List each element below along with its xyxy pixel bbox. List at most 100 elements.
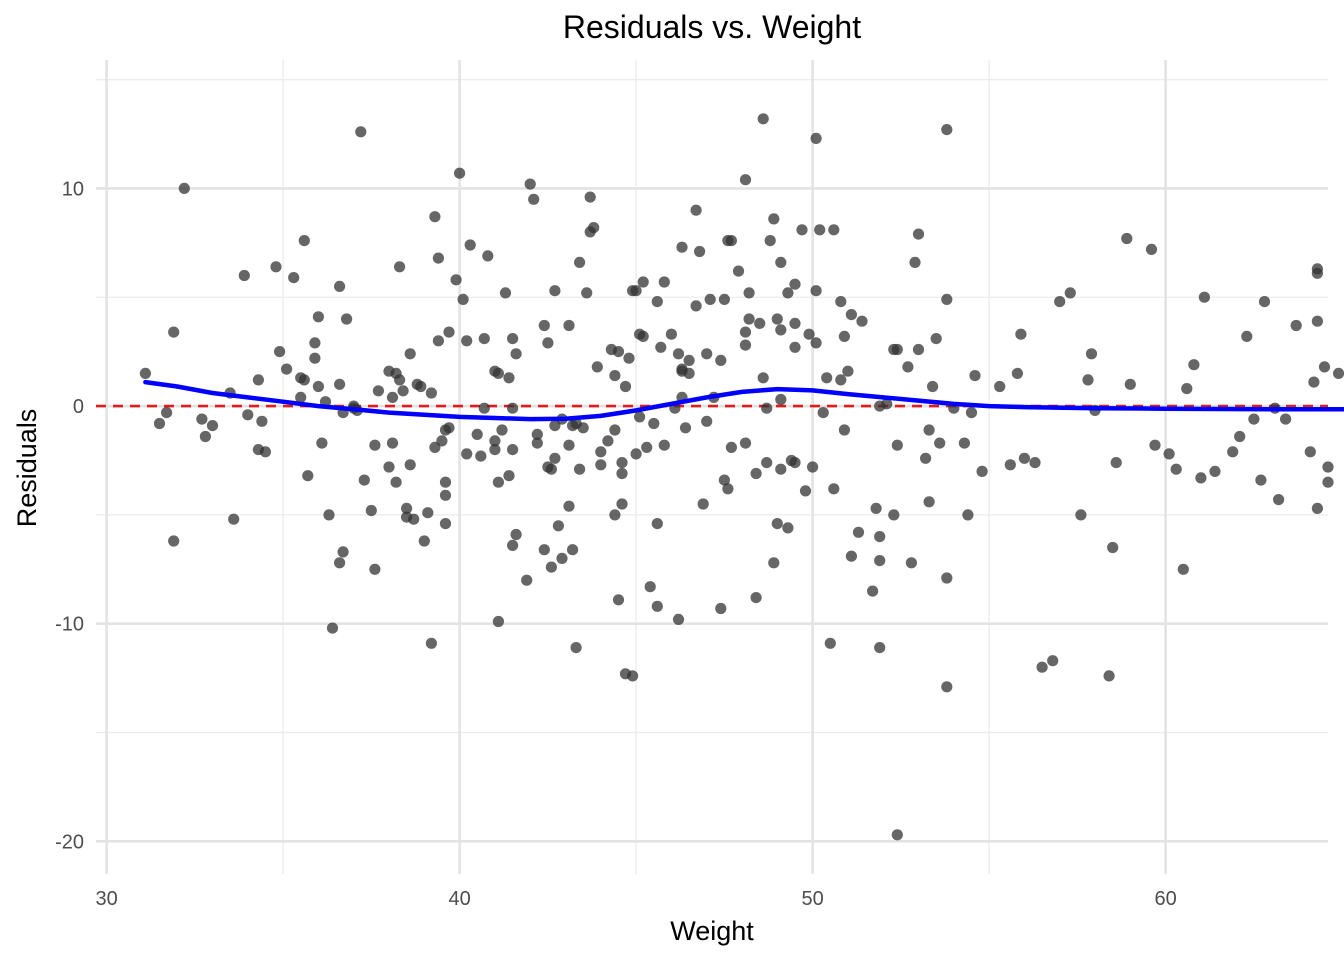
data-point bbox=[976, 465, 988, 477]
data-point bbox=[775, 463, 787, 475]
data-point bbox=[958, 437, 971, 449]
data-point bbox=[852, 526, 865, 538]
data-point bbox=[298, 374, 310, 386]
data-point bbox=[334, 557, 346, 569]
data-point bbox=[782, 287, 794, 299]
data-point bbox=[252, 374, 264, 386]
data-point bbox=[168, 326, 180, 338]
data-point bbox=[443, 422, 455, 434]
data-point bbox=[298, 235, 310, 247]
grid bbox=[96, 60, 1328, 874]
data-point bbox=[838, 330, 851, 342]
data-point bbox=[602, 435, 614, 447]
data-point bbox=[574, 463, 586, 475]
data-point bbox=[835, 296, 847, 308]
data-point bbox=[616, 467, 628, 480]
data-point bbox=[874, 555, 886, 567]
data-point bbox=[302, 470, 314, 482]
data-point bbox=[941, 681, 953, 693]
data-point bbox=[725, 235, 738, 247]
data-point bbox=[775, 393, 787, 406]
data-point bbox=[754, 317, 766, 329]
chart-title: Residuals vs. Weight bbox=[563, 9, 861, 45]
data-point bbox=[1322, 461, 1334, 473]
data-point bbox=[386, 391, 399, 403]
data-point bbox=[655, 341, 667, 353]
data-point bbox=[1198, 291, 1210, 303]
data-point bbox=[927, 380, 939, 393]
data-point bbox=[1333, 367, 1344, 379]
data-point bbox=[941, 572, 953, 584]
data-point bbox=[464, 239, 476, 251]
data-point bbox=[139, 367, 151, 379]
data-point bbox=[1103, 670, 1115, 682]
data-point bbox=[503, 372, 515, 384]
data-point bbox=[556, 552, 568, 565]
data-point bbox=[835, 374, 847, 386]
data-point bbox=[817, 407, 829, 419]
data-point bbox=[506, 444, 519, 456]
data-point bbox=[595, 459, 607, 471]
data-point bbox=[715, 602, 727, 615]
data-point bbox=[506, 402, 519, 414]
data-point bbox=[489, 444, 501, 456]
data-point bbox=[1145, 243, 1158, 255]
data-point bbox=[274, 346, 286, 358]
data-point bbox=[803, 328, 815, 340]
data-point bbox=[867, 585, 879, 597]
data-point bbox=[789, 457, 801, 469]
data-point bbox=[757, 372, 769, 384]
data-point bbox=[506, 539, 519, 552]
y-tick-label: -20 bbox=[55, 831, 84, 853]
data-point bbox=[905, 557, 918, 569]
y-tick-label: -10 bbox=[55, 614, 84, 636]
data-point bbox=[521, 574, 533, 586]
data-point bbox=[549, 452, 561, 464]
data-point bbox=[764, 235, 776, 247]
data-point bbox=[697, 498, 709, 510]
data-point bbox=[796, 224, 808, 236]
data-point bbox=[1227, 446, 1239, 458]
data-point bbox=[1318, 361, 1331, 373]
data-point bbox=[577, 422, 589, 434]
data-point bbox=[619, 380, 632, 393]
data-point bbox=[369, 563, 381, 575]
data-point bbox=[415, 380, 427, 393]
data-point bbox=[574, 256, 586, 268]
data-point bbox=[168, 535, 180, 547]
data-point bbox=[715, 354, 727, 366]
data-point bbox=[941, 293, 953, 305]
data-point bbox=[630, 285, 642, 297]
data-point bbox=[1064, 287, 1076, 299]
x-axis-label: Weight bbox=[670, 916, 754, 946]
data-point bbox=[475, 450, 487, 462]
data-point bbox=[679, 422, 692, 434]
data-points bbox=[139, 113, 1344, 841]
data-point bbox=[506, 333, 519, 345]
data-point bbox=[524, 178, 536, 190]
data-point bbox=[923, 424, 935, 436]
data-point bbox=[404, 459, 416, 471]
data-point bbox=[630, 448, 642, 460]
data-point bbox=[199, 430, 211, 443]
data-point bbox=[725, 441, 738, 453]
data-point bbox=[397, 385, 409, 397]
data-point bbox=[920, 452, 932, 464]
data-point bbox=[461, 448, 473, 460]
data-point bbox=[923, 496, 935, 508]
data-point bbox=[259, 446, 271, 458]
data-point bbox=[739, 437, 752, 449]
data-point bbox=[962, 509, 974, 521]
data-point bbox=[422, 507, 434, 519]
data-point bbox=[1304, 446, 1316, 458]
data-point bbox=[492, 367, 504, 379]
data-point bbox=[588, 222, 600, 234]
data-point bbox=[1082, 374, 1094, 386]
data-point bbox=[1280, 413, 1292, 425]
data-point bbox=[807, 461, 819, 473]
data-point bbox=[1248, 413, 1260, 425]
data-point bbox=[394, 374, 406, 386]
data-point bbox=[775, 256, 787, 268]
data-point bbox=[404, 348, 416, 360]
